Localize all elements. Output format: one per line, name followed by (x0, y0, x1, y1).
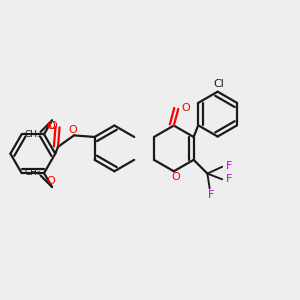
Text: O: O (46, 121, 55, 131)
Text: CH₃: CH₃ (24, 130, 41, 139)
Text: F: F (226, 174, 232, 184)
Text: F: F (208, 190, 214, 200)
Text: O: O (181, 103, 190, 113)
Text: Cl: Cl (213, 79, 224, 89)
Text: CH₃: CH₃ (24, 169, 41, 178)
Text: O: O (171, 172, 180, 182)
Text: O: O (68, 125, 77, 135)
Text: O: O (46, 176, 55, 186)
Text: F: F (226, 161, 232, 171)
Text: O: O (48, 121, 57, 131)
